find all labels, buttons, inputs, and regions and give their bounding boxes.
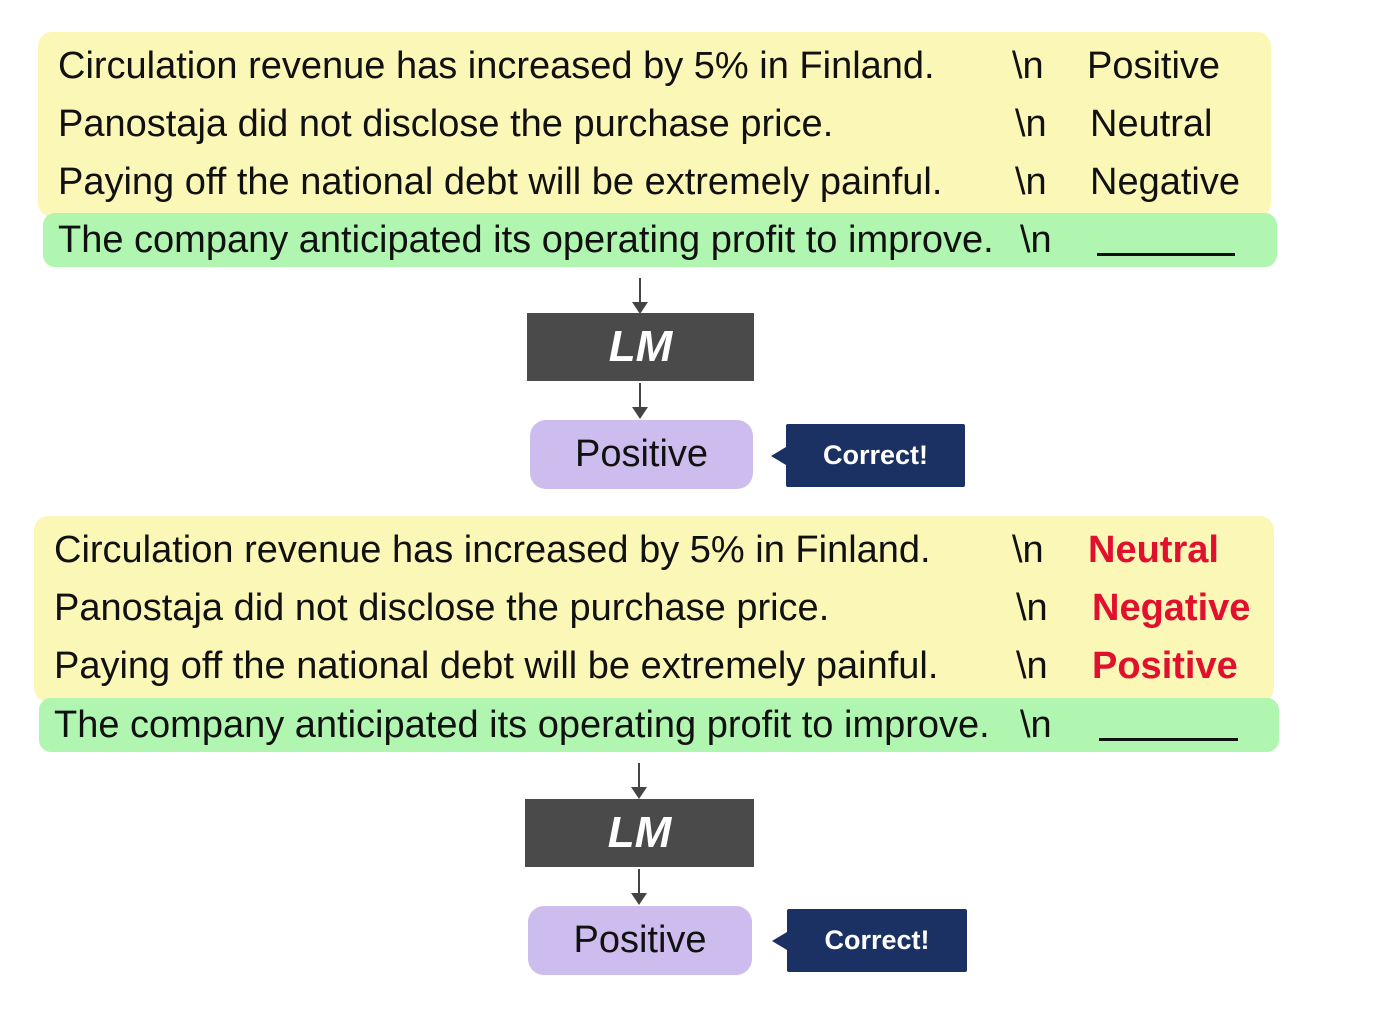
demo-sentence: Panostaja did not disclose the purchase … [54,587,830,629]
language-model-box: LM [527,313,754,381]
verdict-callout: Correct! [771,424,965,487]
arrow-down-icon [632,278,648,314]
query-box [39,698,1279,752]
query-box [43,213,1277,267]
newline-token: \n [1015,103,1047,145]
demo-sentence: Paying off the national debt will be ext… [58,161,943,203]
verdict-callout: Correct! [772,909,967,972]
answer-blank [1097,253,1235,256]
demo-label: Neutral [1090,103,1213,145]
newline-token: \n [1015,161,1047,203]
demonstrations-box [38,32,1271,217]
demo-label-flipped: Negative [1092,587,1251,629]
arrow-down-icon [632,383,648,419]
panel-flipped-labels: Circulation revenue has increased by 5% … [0,0,1378,975]
newline-token: \n [1012,529,1044,571]
prediction-box: Positive [528,906,752,975]
arrow-down-icon [631,763,647,799]
newline-token: \n [1016,587,1048,629]
newline-token: \n [1020,219,1052,261]
prediction-box: Positive [530,420,753,489]
newline-token: \n [1012,45,1044,87]
demo-sentence: Panostaja did not disclose the purchase … [58,103,834,145]
query-sentence: The company anticipated its operating pr… [54,704,990,746]
newline-token: \n [1020,704,1052,746]
panel-original-labels: Circulation revenue has increased by 5% … [0,0,1378,490]
demonstrations-box [34,516,1274,702]
demo-sentence: Circulation revenue has increased by 5% … [54,529,931,571]
demo-label: Negative [1090,161,1240,203]
demo-sentence: Circulation revenue has increased by 5% … [58,45,935,87]
demo-label-flipped: Positive [1092,645,1238,687]
arrow-down-icon [631,869,647,905]
newline-token: \n [1016,645,1048,687]
answer-blank [1099,738,1238,741]
language-model-box: LM [525,799,754,867]
demo-label: Positive [1087,45,1221,87]
demo-sentence: Paying off the national debt will be ext… [54,645,939,687]
query-sentence: The company anticipated its operating pr… [58,219,994,261]
demo-label-flipped: Neutral [1088,529,1219,571]
